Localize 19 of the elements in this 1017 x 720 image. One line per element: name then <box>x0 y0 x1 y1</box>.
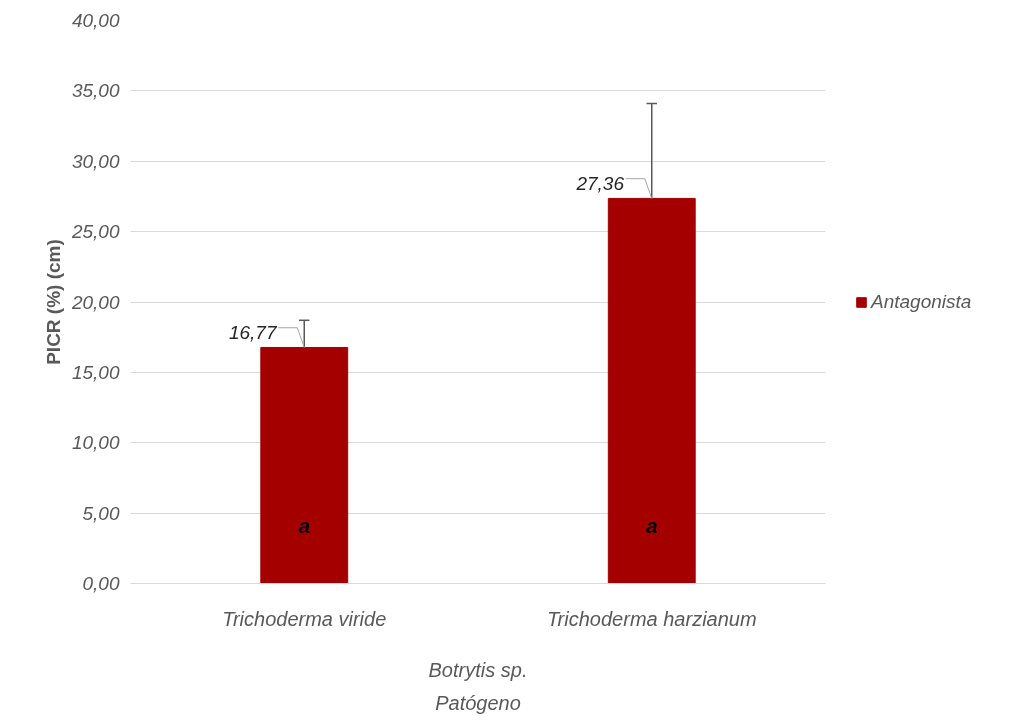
y-tick-label: 35,00 <box>71 80 120 102</box>
x-tick-label: Trichoderma harzianum <box>546 607 757 630</box>
y-tick-label: 15,00 <box>71 361 120 383</box>
x-axis-title: Patógeno <box>435 691 521 714</box>
y-tick-label: 30,00 <box>71 150 120 172</box>
y-tick-label: 25,00 <box>70 221 120 243</box>
y-tick-label: 40,00 <box>71 10 120 31</box>
annotation: a <box>298 514 311 537</box>
x-tick-label: Trichoderma viride <box>222 607 387 630</box>
y-tick-label: 10,00 <box>71 432 120 454</box>
y-tick-label: 5,00 <box>82 502 120 524</box>
text: Botrytis sp. <box>428 658 528 681</box>
data-label: 27,36 <box>575 173 625 195</box>
annotation: a <box>645 514 658 537</box>
data-label: 16,77 <box>228 322 278 344</box>
y-axis-title: PICR (%) (cm) <box>42 239 64 365</box>
y-tick-label: 20,00 <box>70 291 120 313</box>
legend-label: Antagonista <box>871 291 972 313</box>
y-tick-label: 0,00 <box>82 573 120 594</box>
